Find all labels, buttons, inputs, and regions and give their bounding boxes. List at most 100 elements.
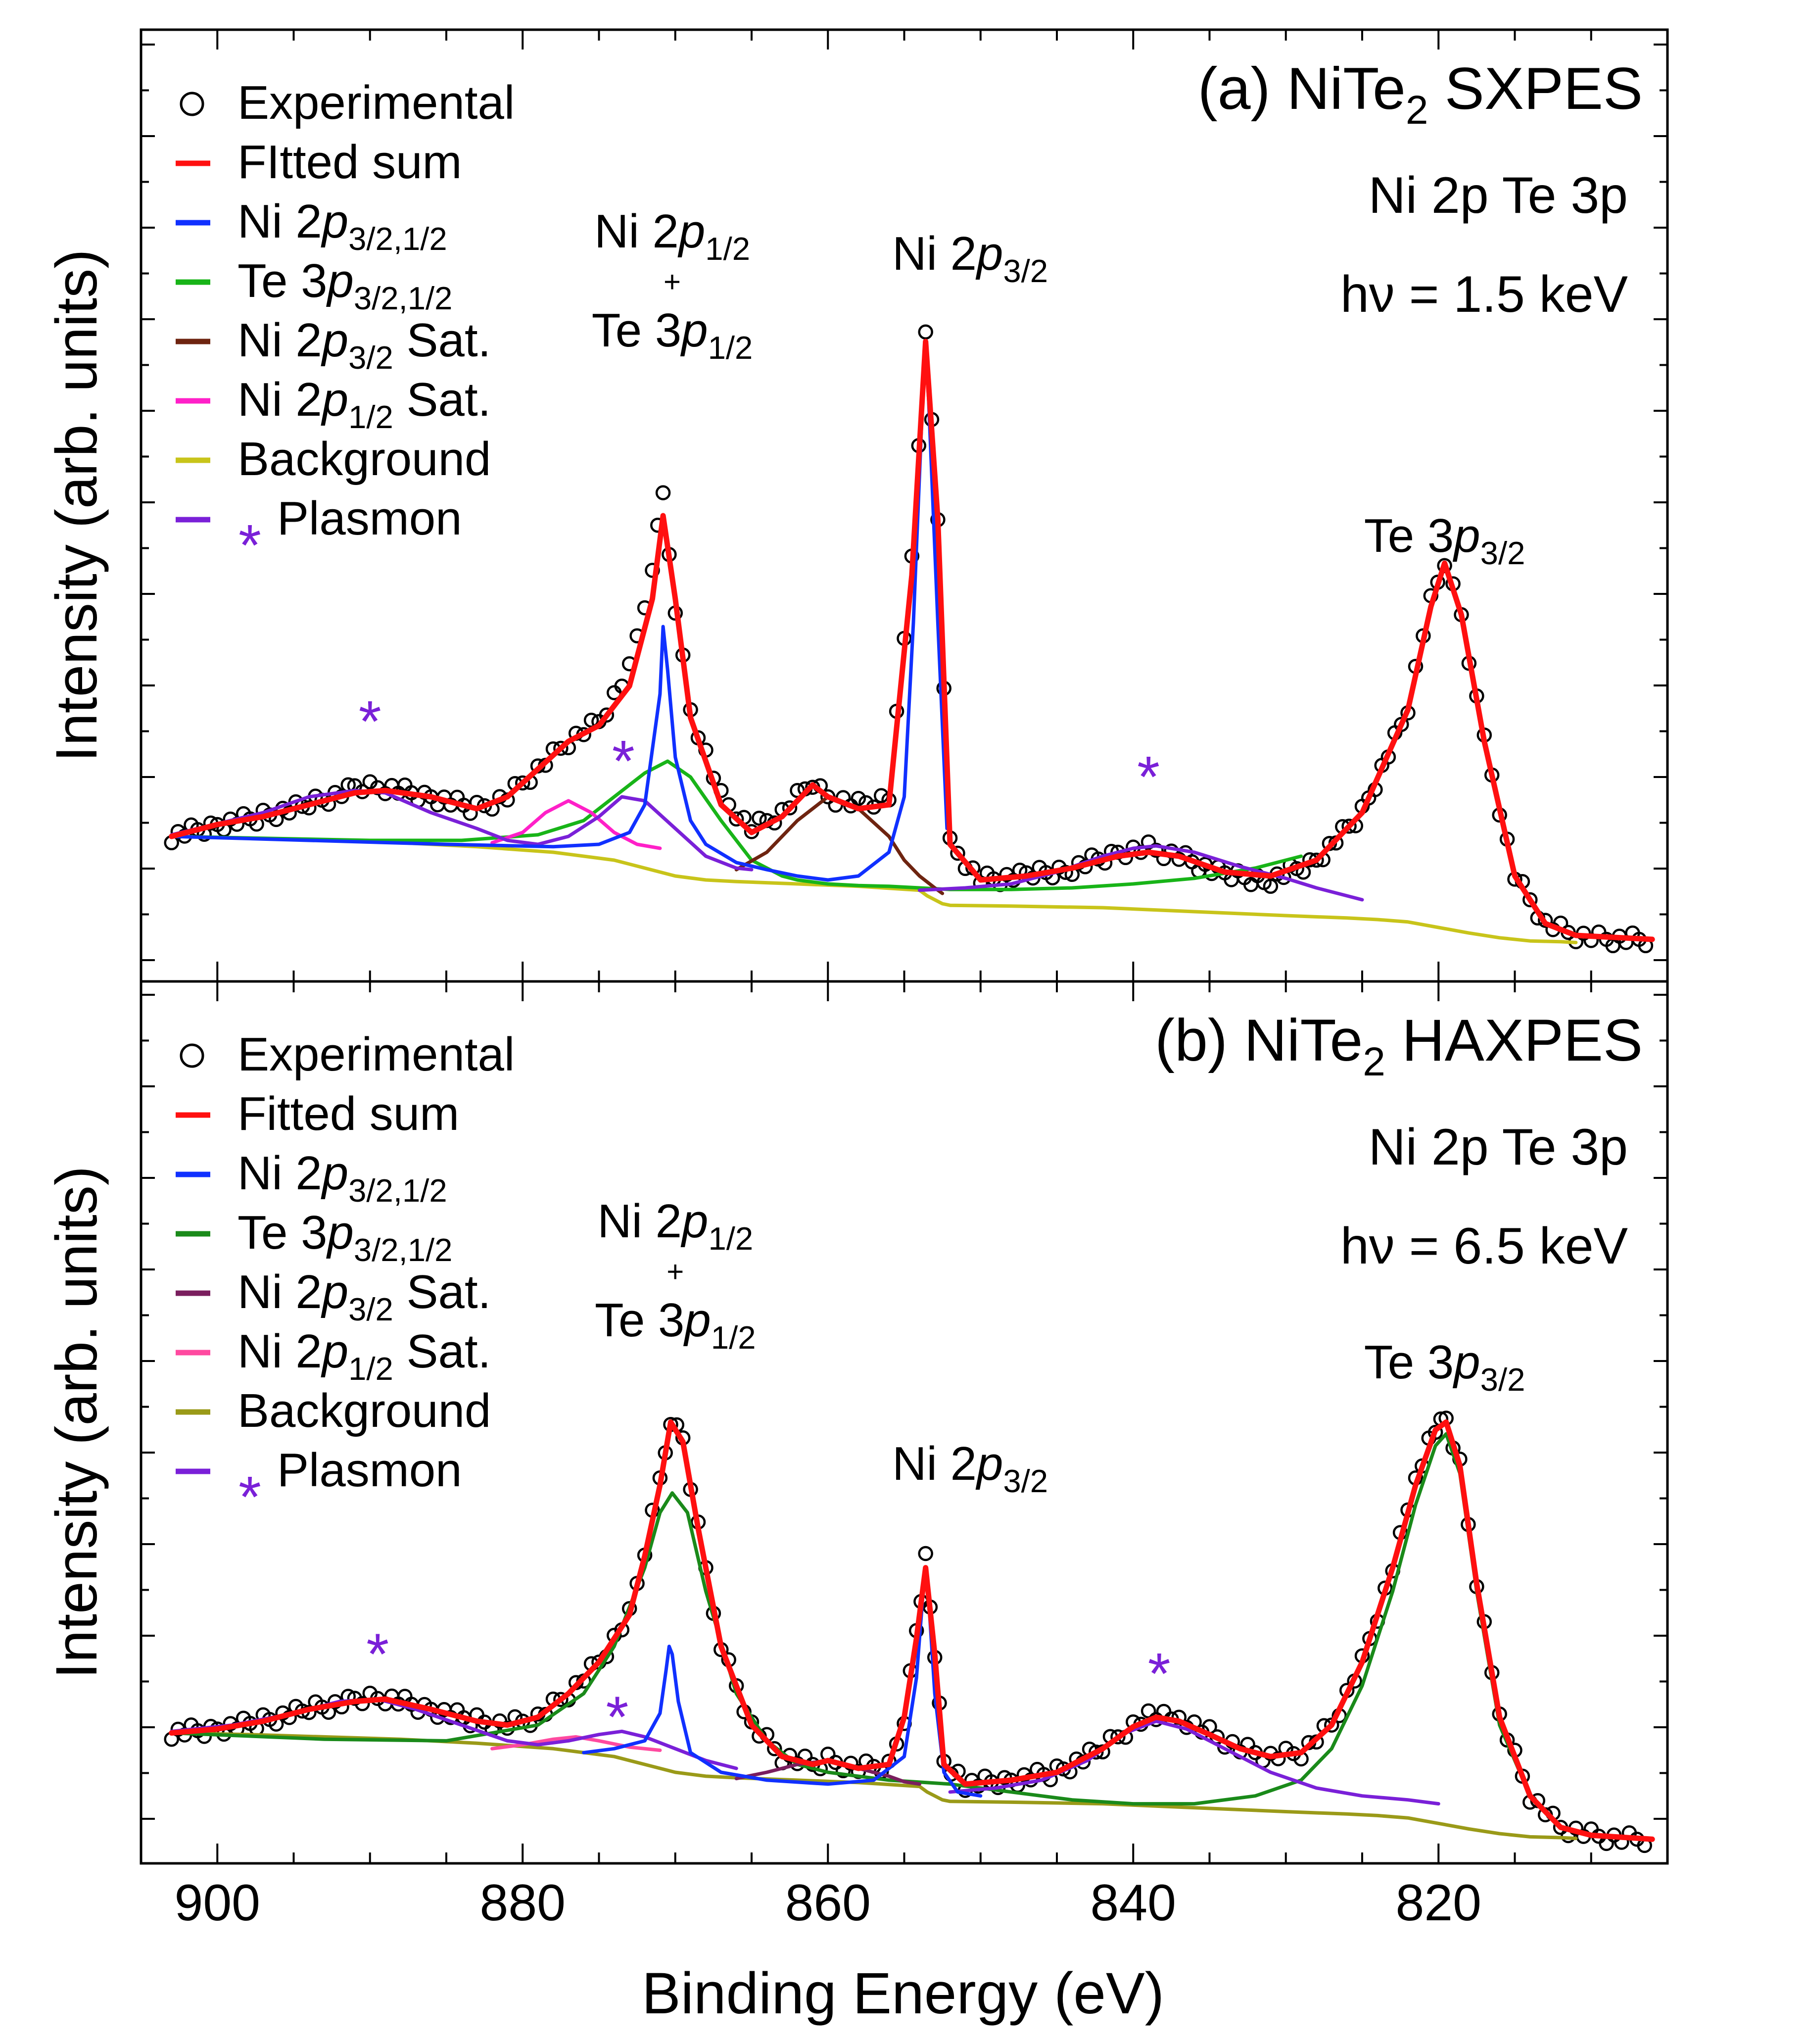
x-tick-label: 880: [479, 1874, 566, 1932]
panel-a-legend-item: Ni 2p1/2 Sat.: [176, 373, 491, 435]
legend-label: Ni 2p3/2 Sat.: [238, 1265, 491, 1327]
panel-b-title-pre: (b) NiTe: [1155, 1007, 1363, 1073]
experimental-point: [950, 845, 965, 861]
panel-a-plasmon-asterisk: *: [359, 689, 381, 754]
panel-a-series-ni-2p3-2-sat-: [734, 795, 945, 895]
panel-a-plasmon-asterisk: *: [612, 729, 635, 794]
legend-label: Ni 2p3/2 Sat.: [238, 314, 491, 376]
experimental-point: [851, 790, 866, 806]
panel-b-peak-label-ni2p32: Ni 2p3/2: [892, 1437, 1048, 1499]
x-tick-label: 820: [1395, 1874, 1481, 1932]
panel-b-title-sub: 2: [1363, 1039, 1385, 1084]
panel-a-plasmon-asterisk: *: [1137, 744, 1160, 810]
panel-a-sxpes: Intensity (arb. units) * * * (a) NiTe2 SXPES…: [44, 28, 1669, 983]
panel-b-plasmon-asterisk: *: [366, 1621, 389, 1687]
panel-a-legend-item: Ni 2p3/2 Sat.: [176, 314, 491, 376]
legend-asterisk-icon: *: [238, 513, 261, 578]
experimental-point: [553, 1692, 569, 1707]
legend-label: Te 3p3/2,1/2: [238, 1206, 452, 1268]
panel-a-title: (a) NiTe2 SXPES: [1198, 55, 1643, 133]
panel-a-series-ni-2p1-2-sat-: [490, 799, 662, 850]
panel-a-legend-item: * Plasmon: [176, 492, 462, 578]
experimental-point: [645, 563, 660, 578]
panel-a-series-plasmon: [170, 788, 754, 872]
experimental-point: [1263, 878, 1279, 894]
experimental-point: [1110, 1729, 1126, 1745]
legend-label: Background: [238, 433, 491, 486]
panel-a-legend-item: Background: [176, 433, 491, 486]
panel-b-peak-label-plus: +: [666, 1255, 684, 1288]
panel-b-series-fitted-sum: [169, 1419, 1655, 1842]
legend-label: Ni 2p3/2,1/2: [238, 1147, 447, 1209]
panel-a-peak-label-te3p32: Te 3p3/2: [1364, 509, 1525, 571]
panel-b-legend-item: Ni 2p3/2 Sat.: [176, 1265, 491, 1327]
x-tick-label: 840: [1090, 1874, 1176, 1932]
panel-a-peak-label-ni2p12: Ni 2p1/2: [594, 205, 750, 267]
panel-a-legend-item: FItted sum: [176, 136, 462, 189]
panel-a-series-te-3p3-2-1-2: [170, 759, 1303, 891]
experimental-point: [1537, 913, 1553, 928]
panel-b-legend-item: Ni 2p3/2,1/2: [176, 1147, 447, 1209]
panel-b-plasmon-asterisk: *: [1148, 1641, 1171, 1706]
legend-label: Plasmon: [277, 1444, 462, 1497]
experimental-point: [1089, 1744, 1104, 1760]
panel-b-peak-label-te3p32: Te 3p3/2: [1364, 1336, 1525, 1398]
panel-a-peak-label-plus: +: [664, 265, 681, 298]
experimental-point: [553, 740, 569, 756]
legend-label: Background: [238, 1384, 491, 1437]
legend-label: Plasmon: [277, 492, 462, 545]
panel-a-title-pre: (a) NiTe: [1198, 55, 1406, 122]
panel-b-peak-label-te3p12: Te 3p1/2: [595, 1294, 756, 1356]
experimental-point: [515, 775, 530, 791]
experimental-point: [1427, 1424, 1443, 1440]
experimental-point: [1341, 819, 1357, 834]
experimental-point: [599, 707, 615, 723]
legend-marker-circle: [180, 1043, 204, 1068]
panel-a-legend-item: Te 3p3/2,1/2: [176, 254, 452, 316]
experimental-point: [1522, 892, 1538, 908]
x-axis-label: Binding Energy (eV): [642, 1961, 1164, 2026]
experimental-point: [655, 485, 671, 500]
panel-a-title-sub: 2: [1406, 88, 1428, 133]
panel-b-legend-item: * Plasmon: [176, 1444, 462, 1530]
experimental-point: [1141, 1703, 1156, 1719]
experimental-point: [918, 1546, 933, 1561]
legend-label: Ni 2p3/2,1/2: [238, 195, 447, 257]
panel-a-y-axis-label: Intensity (arb. units): [44, 249, 109, 762]
legend-label: Experimental: [238, 76, 515, 129]
x-tick-label: 900: [174, 1874, 260, 1932]
panel-b-legend-item: Fitted sum: [176, 1087, 459, 1140]
panel-b-plasmon-asterisk: *: [606, 1684, 629, 1750]
legend-label: FItted sum: [238, 136, 462, 189]
panel-b-title: (b) NiTe2 HAXPES: [1155, 1007, 1643, 1084]
legend-label: Te 3p3/2,1/2: [238, 254, 452, 316]
panel-b-title-post: HAXPES: [1385, 1007, 1643, 1073]
experimental-point: [782, 800, 798, 816]
panel-a-core-label: Ni 2p Te 3p: [1369, 167, 1628, 224]
experimental-point: [918, 324, 933, 340]
panel-b-legend-item: Experimental: [180, 1028, 515, 1081]
legend-asterisk-icon: *: [238, 1464, 261, 1530]
panel-a-series-plasmon-2: [917, 844, 1364, 902]
panel-b-haxpes: Intensity (arb. units) * * * (b) NiTe2 HAXPE…: [44, 980, 1669, 1865]
panel-b-series-background: [170, 1731, 1578, 1841]
panel-a-title-post: SXPES: [1428, 55, 1643, 122]
legend-label: Experimental: [238, 1028, 515, 1081]
panel-b-series-ni-2p1-2-sat-: [490, 1735, 662, 1752]
panel-b-y-axis-label: Intensity (arb. units): [44, 1166, 109, 1679]
panel-b-series-plasmon-2: [948, 1719, 1440, 1806]
panel-a-peak-label-ni2p32: Ni 2p3/2: [892, 227, 1048, 289]
legend-marker-circle: [180, 92, 204, 116]
legend-label: Ni 2p1/2 Sat.: [238, 1325, 491, 1387]
panel-a-peak-label-te3p12: Te 3p1/2: [592, 304, 753, 366]
panel-b-legend-item: Te 3p3/2,1/2: [176, 1206, 452, 1268]
x-tick-label: 860: [785, 1874, 871, 1932]
x-axis-ticks: 900 880 860 840 820: [174, 1874, 1481, 1932]
panel-b-core-label: Ni 2p Te 3p: [1369, 1119, 1628, 1176]
experimental-point: [1324, 1717, 1339, 1733]
panel-b-peak-label-ni2p12: Ni 2p1/2: [597, 1195, 753, 1257]
panel-a-series-fitted-sum: [169, 339, 1655, 942]
legend-label: Fitted sum: [238, 1087, 459, 1140]
panel-a-series-background: [170, 834, 1578, 944]
